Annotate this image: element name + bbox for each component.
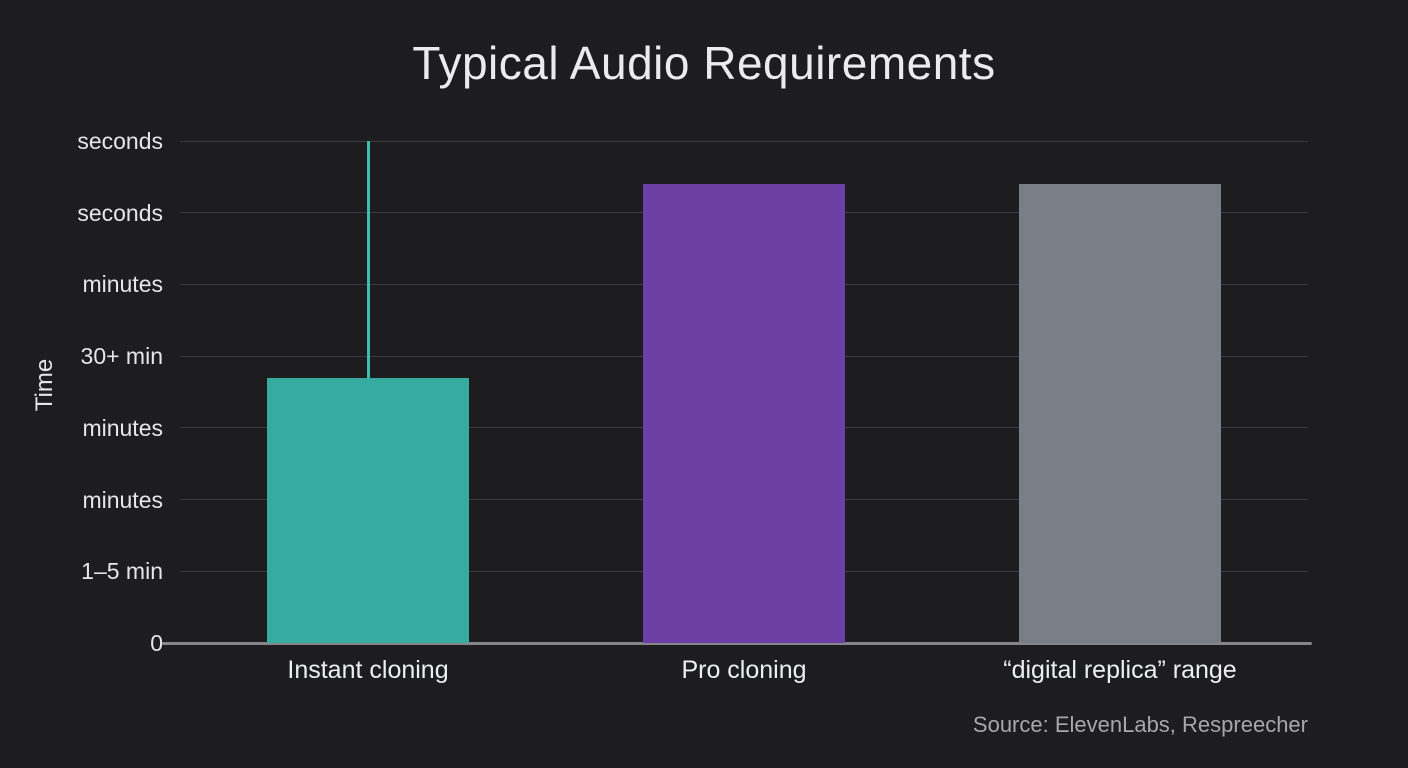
source-note: Source: ElevenLabs, Respreecher	[972, 712, 1308, 737]
y-tick-label: 0	[150, 630, 163, 656]
y-tick-label: minutes	[82, 414, 163, 441]
bar-instant-cloning	[267, 377, 469, 643]
x-tick-label: Instant cloning	[287, 656, 449, 684]
x-tick-label: Pro cloning	[681, 656, 807, 684]
y-tick-label: minutes	[82, 271, 163, 298]
bar-pro-cloning	[643, 184, 845, 643]
y-tick-label: minutes	[82, 486, 163, 513]
gridline	[180, 140, 1308, 142]
chart-title: Typical Audio Requirements	[412, 37, 996, 89]
x-axis-line	[162, 642, 1312, 645]
y-tick-label: 30+ min	[80, 343, 163, 370]
y-tick-label: seconds	[77, 128, 163, 154]
bar-digital-replica-range	[1019, 184, 1221, 643]
y-tick-label: 1–5 min	[81, 558, 163, 585]
y-tick-label: seconds	[77, 199, 163, 226]
x-tick-label: “digital replica” range	[1003, 656, 1237, 684]
error-whisker	[366, 141, 370, 378]
